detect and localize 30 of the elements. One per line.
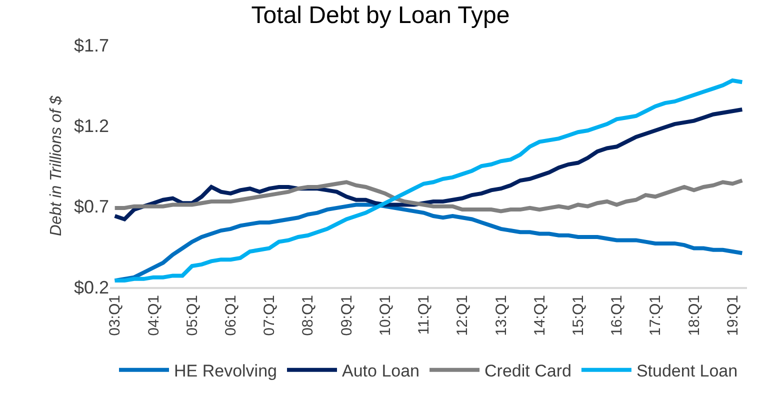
x-tick-label: 13:Q1 <box>492 295 510 336</box>
x-tick-label: 04:Q1 <box>145 295 162 336</box>
x-tick-label: 12:Q1 <box>454 295 472 336</box>
x-tick-label: 05:Q1 <box>184 295 201 336</box>
chart-title: Total Debt by Loan Type <box>251 2 510 29</box>
x-tick-label: 19:Q1 <box>724 295 742 336</box>
legend-label: Credit Card <box>484 362 572 381</box>
x-tick-label: 07:Q1 <box>261 295 278 336</box>
y-tick-label: $0.7 <box>74 196 109 217</box>
legend-label: Auto Loan <box>342 362 420 381</box>
y-tick-label: $1.2 <box>74 116 109 136</box>
x-tick-label: 10:Q1 <box>376 295 394 336</box>
y-tick-label: $1.7 <box>74 35 109 56</box>
x-tick-label: 15:Q1 <box>570 295 587 336</box>
x-tick-label: 16:Q1 <box>608 295 626 336</box>
x-tick-label: 11:Q1 <box>416 295 433 335</box>
line-series <box>112 178 744 214</box>
y-axis-title: Debt in Trillions of $ <box>48 94 65 236</box>
y-tick-label: $0.2 <box>74 277 109 298</box>
x-tick-label: 08:Q1 <box>300 295 317 336</box>
x-tick-label: 14:Q1 <box>531 295 548 336</box>
x-tick-label: 18:Q1 <box>686 295 703 336</box>
legend-label: Student Loan <box>636 362 738 381</box>
x-tick-label: 17:Q1 <box>647 295 664 336</box>
x-tick-label: 03:Q1 <box>106 295 124 336</box>
line-series <box>112 202 744 283</box>
legend-label: HE Revolving <box>174 362 277 381</box>
x-tick-label: 06:Q1 <box>222 295 240 336</box>
line-series <box>112 78 744 283</box>
x-tick-label: 09:Q1 <box>338 295 356 336</box>
